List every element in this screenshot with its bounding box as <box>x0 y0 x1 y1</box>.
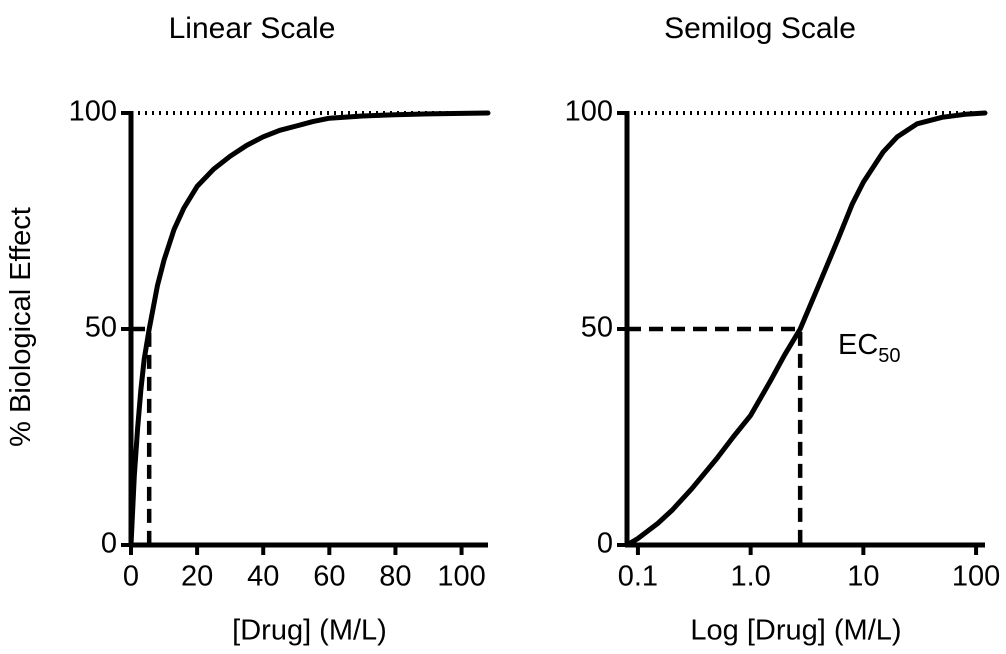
x-tick-label: 80 <box>379 561 411 593</box>
y-tick-label: 50 <box>85 312 117 344</box>
dose-response-curve <box>128 110 491 548</box>
x-tick-label: 1.0 <box>730 561 770 593</box>
x-axis-label: Log [Drug] (M/L) <box>690 615 901 647</box>
ec50-annotation: EC50 <box>838 329 901 367</box>
x-tick-label: 40 <box>247 561 279 593</box>
chart-title: Semilog Scale <box>664 12 856 45</box>
x-tick-label: 100 <box>437 561 485 593</box>
ec50-guide-line <box>627 326 803 545</box>
y-tick-label: 0 <box>597 528 613 560</box>
x-axis-label: [Drug] (M/L) <box>232 615 387 647</box>
linear-scale-panel: Linear Scale 0 50 100 0 20 40 60 80 100 [Drug] (M/… <box>69 12 491 647</box>
semilog-scale-panel: Semilog Scale 0 50 100 0.1 1.0 10 100 Log [Drug]… <box>565 12 1001 647</box>
y-tick-label: 50 <box>581 312 613 344</box>
y-tick-label: 0 <box>101 528 117 560</box>
x-tick-label: 100 <box>952 561 1000 593</box>
y-tick-label: 100 <box>565 96 613 128</box>
x-tick-label: 10 <box>847 561 879 593</box>
dose-response-curve <box>624 110 988 548</box>
x-tick-label: 20 <box>181 561 213 593</box>
x-tick-label: 0 <box>123 561 139 593</box>
chart-title: Linear Scale <box>169 12 336 45</box>
x-tick-label: 60 <box>313 561 345 593</box>
ec50-annotation-subscript: 50 <box>878 345 900 367</box>
ec50-annotation-text: EC <box>838 329 878 361</box>
x-tick-label: 0.1 <box>618 561 658 593</box>
y-tick-label: 100 <box>69 96 117 128</box>
y-axis-label: % Biological Effect <box>5 207 37 447</box>
ec50-guide-line <box>131 326 152 545</box>
